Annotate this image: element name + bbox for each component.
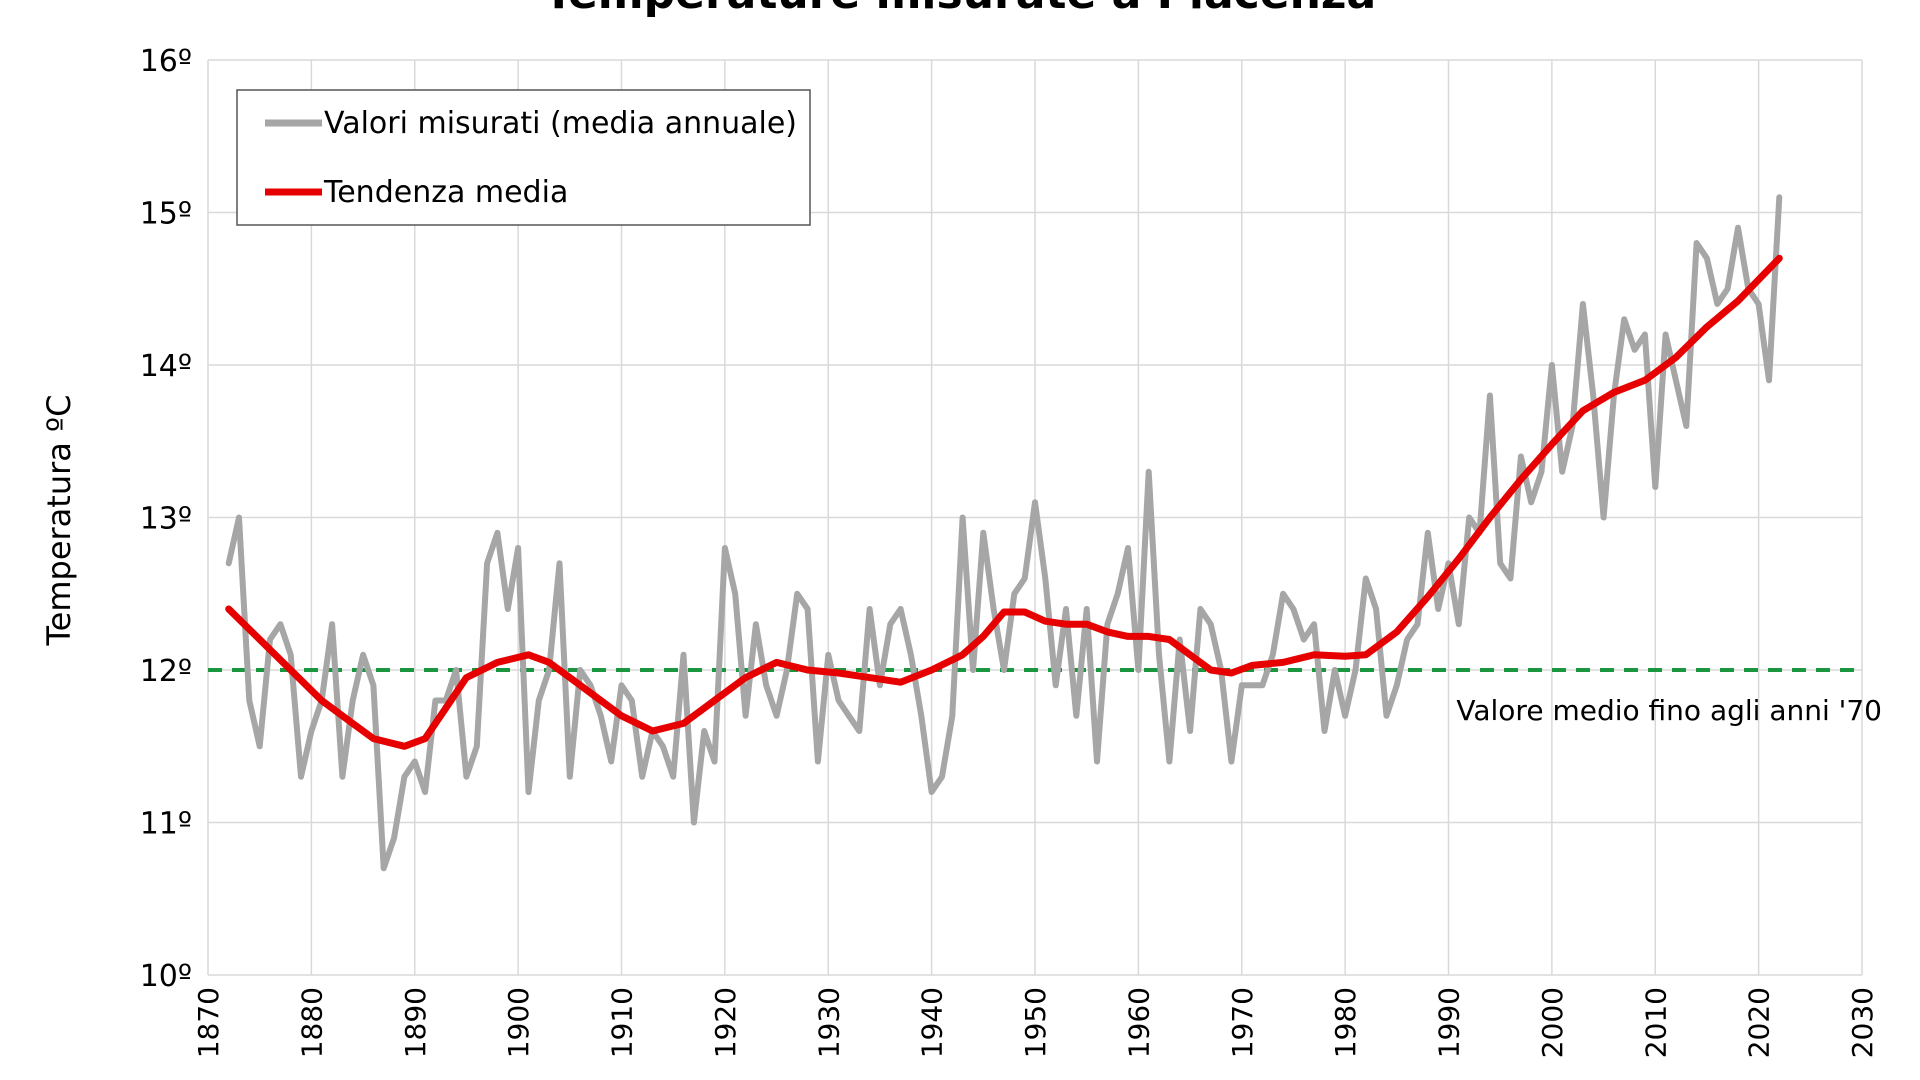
x-tick-label: 1880 bbox=[295, 987, 328, 1058]
x-tick-label: 2010 bbox=[1639, 987, 1672, 1058]
y-tick-label: 12º bbox=[140, 654, 192, 689]
x-tick-label: 1890 bbox=[399, 987, 432, 1058]
series-line-trend bbox=[225, 254, 1783, 750]
series-group bbox=[225, 194, 1783, 872]
y-tick-label: 13º bbox=[140, 502, 192, 537]
legend-label-trend: Tendenza media bbox=[323, 175, 568, 210]
x-tick-label: 1940 bbox=[916, 987, 949, 1058]
x-tick-label: 1970 bbox=[1226, 987, 1259, 1058]
y-axis-ticks: 10º 11º 12º 13º 14º 15º 16º bbox=[140, 44, 192, 994]
legend-label-measured: Valori misurati (media annuale) bbox=[324, 106, 797, 141]
y-tick-label: 16º bbox=[140, 44, 192, 79]
series-line-measured bbox=[225, 194, 1783, 872]
x-tick-label: 2020 bbox=[1743, 987, 1776, 1058]
x-tick-label: 2000 bbox=[1536, 987, 1569, 1058]
y-tick-label: 10º bbox=[140, 959, 192, 994]
x-tick-label: 1900 bbox=[502, 987, 535, 1058]
x-tick-label: 1870 bbox=[192, 987, 225, 1058]
chart-title: Temperature misurate a Piacenza bbox=[544, 0, 1376, 19]
y-tick-label: 11º bbox=[140, 807, 192, 842]
reference-line-label: Valore medio fino agli anni '70 bbox=[1456, 694, 1882, 727]
legend: Valori misurati (media annuale) Tendenza… bbox=[236, 89, 811, 226]
y-axis-label: Temperatura ºC bbox=[40, 395, 78, 647]
y-tick-label: 15º bbox=[140, 197, 192, 232]
x-tick-label: 1960 bbox=[1122, 987, 1155, 1058]
x-tick-label: 1930 bbox=[812, 987, 845, 1058]
x-axis-ticks: 1870 1880 1890 1900 1910 1920 1930 1940 1950 1960… bbox=[192, 987, 1879, 1058]
x-tick-label: 1980 bbox=[1329, 987, 1362, 1058]
x-tick-label: 1920 bbox=[709, 987, 742, 1058]
y-tick-label: 14º bbox=[140, 349, 192, 384]
x-tick-label: 2030 bbox=[1846, 987, 1879, 1058]
x-tick-label: 1990 bbox=[1433, 987, 1466, 1058]
x-tick-label: 1910 bbox=[606, 987, 639, 1058]
x-tick-label: 1950 bbox=[1019, 987, 1052, 1058]
legend-box bbox=[236, 89, 811, 226]
